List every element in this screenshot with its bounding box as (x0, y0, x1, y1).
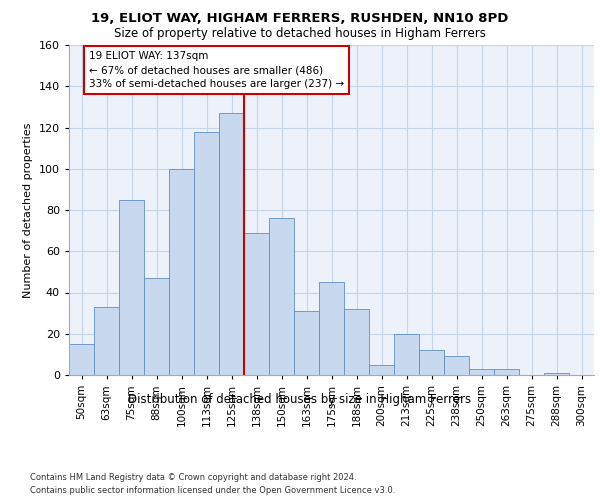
Bar (369, 364, 394, 375)
Bar (69, 344, 94, 375)
Bar (94, 307, 119, 375)
Bar (494, 369, 519, 375)
Text: Distribution of detached houses by size in Higham Ferrers: Distribution of detached houses by size … (128, 392, 472, 406)
Bar (294, 311, 319, 375)
Bar (394, 334, 419, 375)
Bar (244, 232, 269, 375)
Bar (119, 200, 144, 375)
Bar (419, 350, 444, 375)
Bar (469, 369, 494, 375)
Bar (169, 169, 194, 375)
Text: Size of property relative to detached houses in Higham Ferrers: Size of property relative to detached ho… (114, 28, 486, 40)
Bar (269, 218, 294, 375)
Bar (444, 356, 469, 375)
Y-axis label: Number of detached properties: Number of detached properties (23, 122, 33, 298)
Bar (194, 132, 219, 375)
Bar (144, 278, 169, 375)
Text: 19 ELIOT WAY: 137sqm
← 67% of detached houses are smaller (486)
33% of semi-deta: 19 ELIOT WAY: 137sqm ← 67% of detached h… (89, 51, 344, 89)
Text: Contains HM Land Registry data © Crown copyright and database right 2024.: Contains HM Land Registry data © Crown c… (30, 472, 356, 482)
Bar (219, 113, 244, 375)
Bar (319, 282, 344, 375)
Text: 19, ELIOT WAY, HIGHAM FERRERS, RUSHDEN, NN10 8PD: 19, ELIOT WAY, HIGHAM FERRERS, RUSHDEN, … (91, 12, 509, 26)
Bar (344, 309, 369, 375)
Bar (544, 373, 569, 375)
Text: Contains public sector information licensed under the Open Government Licence v3: Contains public sector information licen… (30, 486, 395, 495)
